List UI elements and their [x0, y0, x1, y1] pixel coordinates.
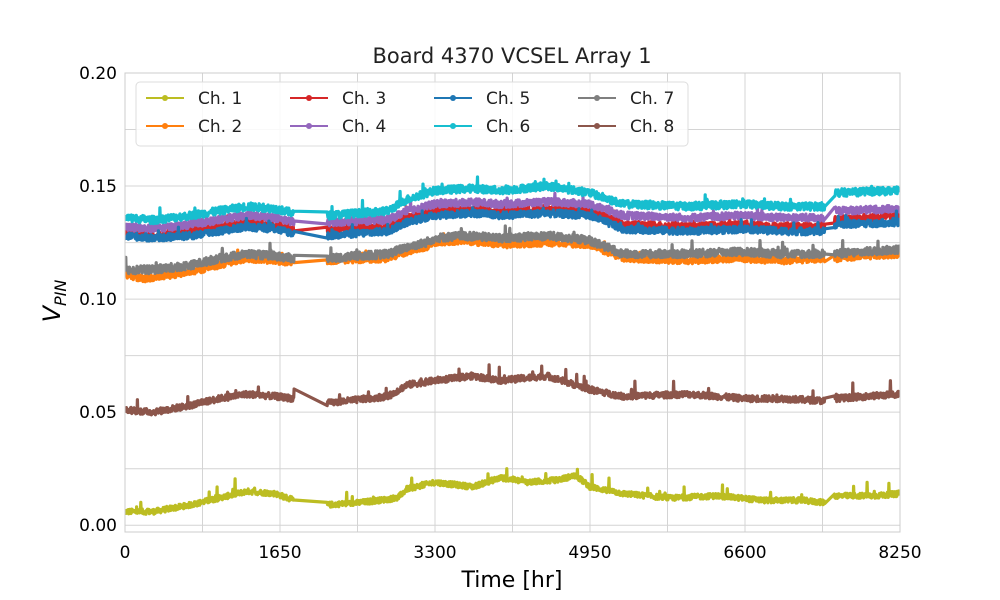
x-tick-label: 3300 — [413, 543, 456, 563]
legend-item-ch-6: Ch. 6 — [434, 117, 530, 137]
x-tick-label: 6600 — [723, 543, 766, 563]
legend-swatch-marker — [594, 123, 600, 129]
legend-item-ch-5: Ch. 5 — [434, 89, 530, 109]
y-tick-label: 0.15 — [79, 177, 117, 197]
legend-item-ch-8: Ch. 8 — [578, 117, 674, 137]
y-axis-label-sub: PIN — [51, 280, 70, 306]
series-ch-8-line — [125, 363, 900, 417]
legend-label: Ch. 8 — [630, 117, 674, 137]
legend-item-ch-1: Ch. 1 — [146, 89, 242, 109]
legend-swatch-marker — [306, 123, 312, 129]
legend-label: Ch. 5 — [486, 89, 530, 109]
x-tick-label: 0 — [120, 543, 131, 563]
legend-label: Ch. 3 — [342, 89, 386, 109]
plot-frame — [124, 72, 901, 533]
legend-swatch-marker — [162, 95, 168, 101]
x-tick-label: 8250 — [878, 543, 921, 563]
legend-item-ch-4: Ch. 4 — [290, 117, 386, 137]
series-lines — [125, 175, 900, 516]
legend-box — [135, 81, 689, 147]
series-ch-1-line — [125, 467, 900, 516]
x-axis-label: Time [hr] — [461, 568, 563, 593]
legend: Ch. 1 Ch. 2 Ch. 3 Ch. 4 Ch. 5 Ch. 6 Ch. 7 Ch. 8 — [135, 81, 689, 147]
legend-swatch-marker — [306, 95, 312, 101]
x-axis: 0 1650 3300 4950 6600 8250 — [120, 543, 922, 563]
series-ch-7-line — [125, 224, 900, 276]
legend-label: Ch. 4 — [342, 117, 386, 137]
legend-item-ch-2: Ch. 2 — [146, 117, 242, 137]
legend-label: Ch. 7 — [630, 89, 674, 109]
y-tick-label: 0.10 — [79, 290, 117, 310]
legend-item-ch-3: Ch. 3 — [290, 89, 386, 109]
legend-label: Ch. 1 — [198, 89, 242, 109]
series-ch-4-line — [125, 191, 900, 234]
legend-swatch-marker — [450, 95, 456, 101]
legend-item-ch-7: Ch. 7 — [578, 89, 674, 109]
series-ch-6-line — [125, 175, 900, 226]
chart-title: Board 4370 VCSEL Array 1 — [372, 44, 651, 68]
legend-swatch-marker — [162, 123, 168, 129]
y-axis-label: VPIN — [38, 280, 70, 323]
y-axis-label-main: V — [38, 304, 66, 322]
y-tick-label: 0.00 — [79, 516, 117, 536]
y-axis: 0.00 0.05 0.10 0.15 0.20 — [79, 64, 117, 536]
x-tick-label: 1650 — [258, 543, 301, 563]
y-tick-label: 0.20 — [79, 64, 117, 84]
series-ch-5-line — [125, 206, 900, 243]
y-tick-label: 0.05 — [79, 403, 117, 423]
legend-swatch-marker — [594, 95, 600, 101]
legend-label: Ch. 6 — [486, 117, 530, 137]
legend-label: Ch. 2 — [198, 117, 242, 137]
legend-swatch-marker — [450, 123, 456, 129]
x-tick-label: 4950 — [568, 543, 611, 563]
